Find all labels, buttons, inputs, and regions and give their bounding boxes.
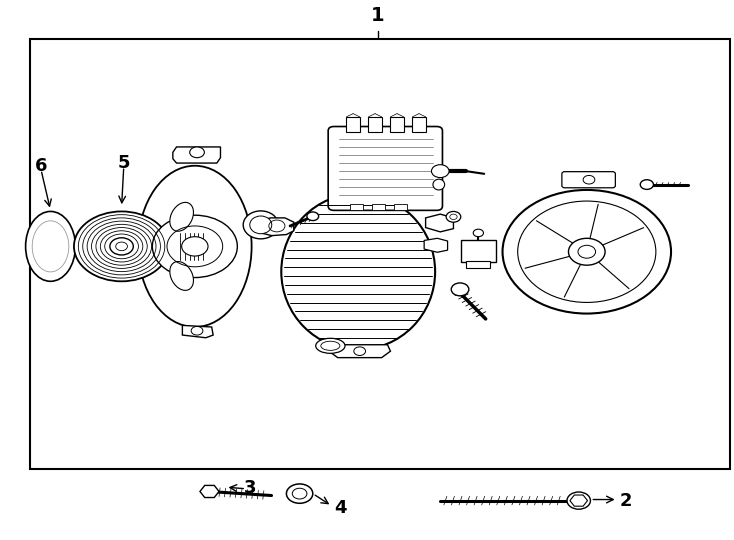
Ellipse shape [138,166,252,327]
Bar [30,39,730,469]
Circle shape [503,190,671,314]
Text: 4: 4 [334,499,346,517]
Ellipse shape [170,202,194,231]
Polygon shape [173,147,220,163]
Polygon shape [426,214,454,232]
Ellipse shape [433,179,445,190]
Bar [372,204,385,211]
Polygon shape [261,218,294,235]
Circle shape [74,212,170,281]
Text: 6: 6 [34,157,47,175]
Ellipse shape [281,194,435,349]
Ellipse shape [170,261,194,291]
Bar [390,117,404,132]
Ellipse shape [26,212,76,281]
Text: 5: 5 [117,154,130,172]
Ellipse shape [250,216,272,234]
Bar [394,204,407,211]
Polygon shape [424,238,448,252]
Circle shape [567,492,590,509]
Text: 2: 2 [619,491,632,510]
Circle shape [568,238,605,265]
Bar [368,117,382,132]
Circle shape [451,283,469,296]
Ellipse shape [321,341,340,350]
Text: 1: 1 [371,6,385,25]
Bar [466,261,490,268]
Bar [350,204,363,211]
Polygon shape [329,345,390,357]
Circle shape [446,212,461,222]
Text: 3: 3 [244,479,256,497]
Polygon shape [182,326,213,338]
Circle shape [432,165,449,178]
Bar [413,117,426,132]
Circle shape [153,215,237,278]
Circle shape [473,229,484,237]
Circle shape [307,212,319,220]
Ellipse shape [243,211,278,239]
Circle shape [181,237,208,256]
Circle shape [189,147,204,158]
Circle shape [110,238,134,255]
Ellipse shape [316,338,345,353]
Bar [346,117,360,132]
Bar [461,240,496,262]
Circle shape [286,484,313,503]
FancyBboxPatch shape [562,172,615,188]
FancyBboxPatch shape [328,126,443,211]
Circle shape [640,180,653,190]
